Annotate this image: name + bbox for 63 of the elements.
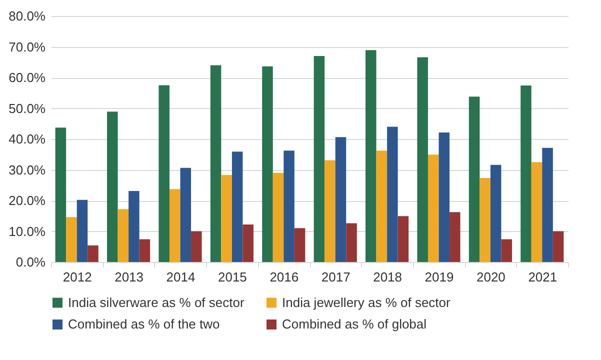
bar — [376, 150, 388, 262]
bar — [314, 56, 325, 262]
bar — [428, 154, 439, 262]
bar — [324, 160, 336, 262]
y-tick-label: 50.0% — [8, 100, 46, 116]
bar — [387, 126, 398, 262]
y-tick-label: 80.0% — [8, 8, 46, 24]
bar — [366, 50, 376, 262]
bar — [294, 228, 306, 262]
bar — [335, 137, 346, 262]
y-tick-label: 0.0% — [16, 254, 46, 270]
bar — [88, 245, 98, 262]
bar — [169, 189, 180, 262]
bar — [520, 85, 532, 262]
y-tick-label: 40.0% — [8, 132, 46, 146]
bar — [55, 128, 66, 262]
legend-label: India jewellery as % of sector — [282, 294, 452, 310]
x-tick-label: 2015 — [218, 270, 247, 284]
bar — [490, 164, 502, 262]
bar — [118, 209, 129, 262]
x-tick-label: 2013 — [114, 270, 144, 284]
bar — [284, 150, 294, 262]
bar — [210, 65, 222, 262]
bar — [221, 174, 232, 262]
legend-label: Combined as % of the two — [68, 316, 220, 332]
bar — [542, 148, 553, 262]
x-tick-label: 2016 — [270, 270, 299, 284]
bar — [417, 57, 428, 262]
bar — [128, 190, 140, 262]
bar — [232, 152, 243, 262]
bar — [480, 178, 490, 262]
bar — [158, 85, 170, 262]
bar — [531, 162, 542, 262]
bar — [180, 168, 192, 262]
bar — [66, 217, 77, 262]
bar — [191, 231, 202, 262]
x-tick-label: 2017 — [321, 270, 350, 284]
x-tick-label: 2021 — [528, 270, 558, 284]
x-tick-label: 2019 — [424, 270, 454, 284]
bar — [552, 231, 564, 262]
x-tick-label: 2020 — [476, 270, 506, 284]
bar — [346, 223, 357, 262]
y-tick-label: 20.0% — [8, 193, 46, 208]
bar — [398, 216, 409, 262]
bar — [76, 200, 88, 262]
bar — [438, 132, 450, 262]
bar — [501, 239, 512, 262]
bar — [242, 224, 254, 262]
x-tick-label: 2018 — [373, 270, 402, 284]
legend-label: India silverware as % of sector — [68, 294, 245, 310]
bar — [468, 96, 480, 262]
y-tick-label: 60.0% — [8, 70, 46, 85]
y-tick-label: 30.0% — [8, 162, 46, 178]
bar — [262, 66, 273, 262]
y-tick-label: 10.0% — [8, 224, 46, 239]
bar — [139, 239, 150, 262]
legend-label: Combined as % of global — [282, 316, 427, 332]
bar — [107, 112, 118, 262]
x-tick-label: 2012 — [62, 270, 92, 284]
x-tick-label: 2014 — [166, 270, 196, 284]
bar — [272, 172, 284, 262]
y-tick-label: 70.0% — [8, 39, 46, 54]
bar — [450, 212, 460, 262]
